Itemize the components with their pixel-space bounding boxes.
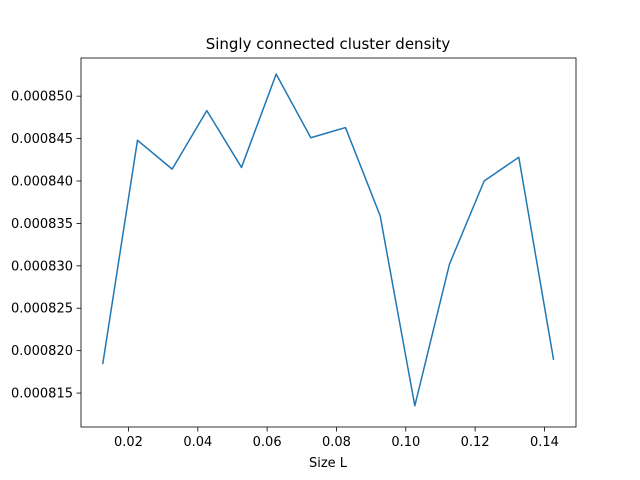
x-tick-label: 0.06 [253, 435, 282, 450]
y-tick-label: 0.000845 [11, 132, 73, 147]
y-tick-label: 0.000815 [11, 387, 73, 402]
axes-frame [80, 57, 577, 428]
y-tick-label: 0.000835 [11, 217, 73, 232]
x-tick-label: 0.04 [183, 435, 212, 450]
y-tick-label: 0.000825 [11, 302, 73, 317]
chart-title: Singly connected cluster density [206, 35, 451, 53]
x-tick-label: 0.08 [322, 435, 351, 450]
x-tick-label: 0.12 [461, 435, 490, 450]
x-axis-label: Size L [309, 456, 348, 471]
x-tick-label: 0.14 [530, 435, 559, 450]
y-tick-label: 0.000840 [11, 175, 73, 190]
x-tick-label: 0.02 [114, 435, 143, 450]
series-line-0 [101, 73, 555, 407]
x-tick-label: 0.10 [391, 435, 420, 450]
y-tick-label: 0.000820 [11, 344, 73, 359]
y-tick-label: 0.000850 [11, 90, 73, 105]
y-tick-label: 0.000830 [11, 259, 73, 274]
plot-area: 0.02 0.04 0.06 0.08 0.10 0.12 0.14 0.000815 0.00… [11, 57, 577, 450]
